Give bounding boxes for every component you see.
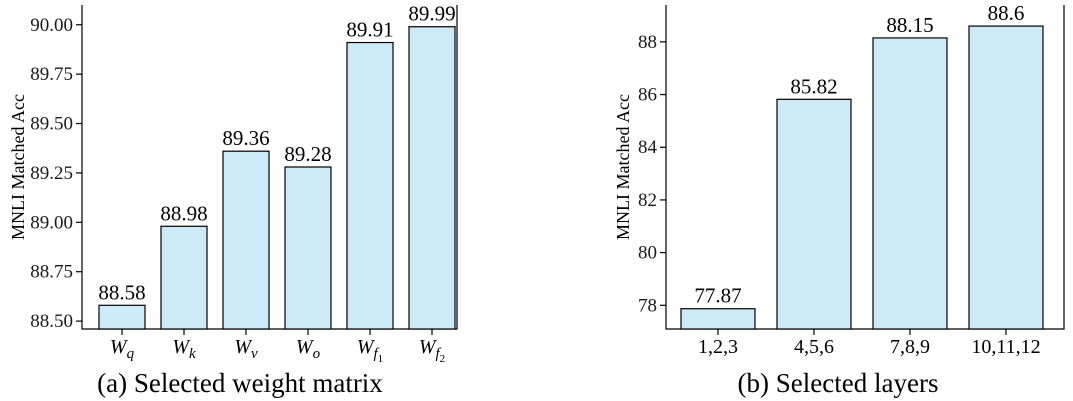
y-tick-label: 89.50	[30, 114, 73, 135]
bar	[776, 98, 852, 330]
y-tick-label: 89.75	[30, 64, 73, 85]
y-tick-label: 89.00	[30, 212, 73, 233]
bar	[98, 304, 146, 330]
bar-value-label: 89.36	[222, 126, 269, 150]
y-tick-label: 88	[638, 32, 657, 53]
bar-value-label: 89.99	[408, 2, 455, 26]
x-tick-label: Wo	[296, 336, 321, 362]
bar-value-label: 89.91	[346, 18, 393, 42]
chart-panel-layers: 78 80 82 84 86 88 MNLI Matched Acc 77.87 1,2,3 85…	[613, 1, 1065, 398]
y-axis-label: MNLI Matched Acc	[613, 94, 633, 240]
x-tick-label: 4,5,6	[794, 336, 834, 358]
bar	[680, 308, 756, 330]
x-tick-label: Wv	[234, 336, 258, 362]
x-tick-label: Wk	[172, 336, 196, 362]
y-tick-label: 82	[638, 190, 657, 211]
bar-value-label: 88.98	[160, 201, 207, 225]
bar	[872, 37, 948, 330]
bar-value-label: 88.6	[988, 1, 1025, 25]
y-tick-label: 80	[638, 243, 657, 264]
bar-value-label: 85.82	[790, 74, 837, 98]
y-axis-label: MNLI Matched Acc	[8, 94, 28, 240]
x-tick-label: 10,11,12	[971, 336, 1040, 358]
chart-caption: (a) Selected weight matrix	[97, 368, 383, 398]
x-tick-label: Wq	[110, 336, 135, 362]
y-tick-label: 84	[638, 137, 658, 158]
y-tick-label: 88.50	[30, 311, 73, 332]
y-tick-label: 78	[638, 295, 657, 316]
bar	[284, 166, 332, 330]
x-tick-label: Wf1	[357, 336, 383, 365]
bar	[222, 150, 270, 330]
y-tick-label: 88.75	[30, 262, 73, 283]
bar	[968, 25, 1044, 330]
axes-frame	[665, 5, 1065, 330]
x-tick-label: 1,2,3	[698, 336, 738, 358]
y-tick-label: 90.00	[30, 15, 73, 36]
bar-value-label: 77.87	[694, 284, 741, 308]
x-tick-label: Wf2	[419, 336, 445, 365]
bar-value-label: 89.28	[284, 142, 331, 166]
bar-value-label: 88.15	[886, 13, 933, 37]
bar	[346, 41, 394, 330]
y-tick-label: 86	[638, 85, 657, 106]
y-tick-label: 89.25	[30, 163, 73, 184]
chart-panel-weight-matrix: 88.50 88.75 89.00 89.25 89.50 89.75 90.00 MNLI …	[8, 2, 458, 398]
chart-caption: (b) Selected layers	[738, 368, 939, 398]
x-tick-label: 7,8,9	[890, 336, 930, 358]
bar-value-label: 88.58	[98, 280, 145, 304]
bar	[408, 26, 456, 330]
bar	[160, 225, 208, 330]
